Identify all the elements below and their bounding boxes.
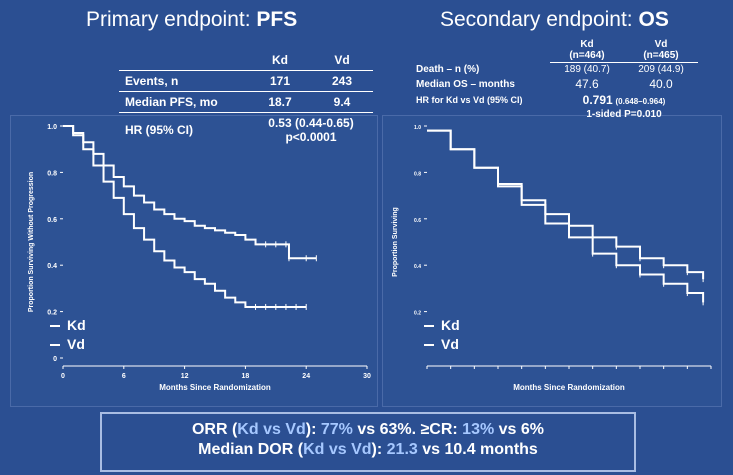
legend-item-vd: Vd bbox=[424, 336, 460, 352]
os-title: Secondary endpoint: OS bbox=[440, 8, 669, 31]
x-tick-label: 12 bbox=[181, 373, 189, 380]
os-chart: 0.2 0.4 0.6 0.8 1.0 Months Since Randomizatio… bbox=[392, 125, 712, 392]
y-axis-label: Proportion Surviving Without Progression bbox=[28, 172, 35, 312]
pfs-chart-panel: 0 0.2 0.4 0.6 0.8 1.0 0 6 12 18 24 30 Months Since R… bbox=[10, 115, 378, 407]
os-death-label: Death – n (%) bbox=[416, 63, 480, 75]
summary-box: ORR (Kd vs Vd): 77% vs 63%. ≥CR: 13% vs … bbox=[100, 412, 636, 472]
pfs-hr-value: 0.53 (0.44-0.65) bbox=[268, 116, 354, 130]
pfs-chart: 0 0.2 0.4 0.6 0.8 1.0 0 6 12 18 24 30 Months Since R… bbox=[28, 124, 371, 392]
legend-item-kd: Kd bbox=[50, 317, 86, 333]
pfs-cell: 18.7 bbox=[249, 91, 311, 113]
y-tick-label: 0.6 bbox=[414, 218, 421, 224]
x-tick-label: 18 bbox=[242, 373, 250, 380]
pfs-row-label: HR (95% CI) bbox=[125, 123, 194, 137]
legend-item-kd: Kd bbox=[424, 317, 460, 333]
series-line-vd bbox=[427, 129, 705, 303]
y-tick-label: 0.8 bbox=[414, 171, 421, 177]
os-hr-value: 0.791 bbox=[582, 93, 613, 107]
series-line-vd bbox=[63, 125, 307, 308]
y-tick-label: 0.2 bbox=[47, 310, 57, 317]
pfs-col-vd: Vd bbox=[311, 50, 373, 71]
y-tick-label: 0.8 bbox=[47, 170, 57, 177]
legend-item-vd: Vd bbox=[50, 336, 86, 352]
pfs-cell: 171 bbox=[249, 70, 311, 92]
y-tick-label: 1.0 bbox=[47, 124, 57, 131]
series-line-kd bbox=[63, 125, 317, 260]
os-hr-ci: (0.648–0.964) bbox=[615, 97, 666, 106]
os-col-kd-n: (n=464) bbox=[569, 50, 605, 61]
pfs-col-kd: Kd bbox=[249, 50, 311, 71]
os-col-vd: Vd bbox=[654, 39, 668, 50]
y-tick-label: 0.4 bbox=[47, 263, 57, 270]
dor-line: Median DOR (Kd vs Vd): 21.3 vs 10.4 mont… bbox=[198, 441, 538, 458]
x-axis-label: Months Since Randomization bbox=[513, 383, 625, 392]
pfs-cell: 9.4 bbox=[311, 91, 373, 113]
os-col-vd-n: (n=465) bbox=[643, 50, 679, 61]
pfs-title: Primary endpoint: PFS bbox=[86, 8, 298, 31]
y-tick-label: 0 bbox=[53, 356, 57, 363]
x-tick-label: 6 bbox=[122, 373, 126, 380]
y-tick-label: 1.0 bbox=[414, 125, 421, 131]
x-tick-label: 0 bbox=[61, 373, 65, 380]
y-tick-label: 0.2 bbox=[414, 311, 421, 317]
series-line-kd bbox=[427, 129, 705, 280]
pfs-row-label: Events, n bbox=[119, 70, 249, 92]
x-tick-label: 24 bbox=[302, 373, 310, 380]
os-cell: 47.6 bbox=[575, 77, 599, 91]
os-col-kd: Kd bbox=[580, 39, 594, 50]
pfs-cell: 243 bbox=[311, 70, 373, 92]
pfs-p-value: p<0.0001 bbox=[285, 130, 337, 144]
y-tick-label: 0.4 bbox=[414, 264, 421, 270]
os-legend: Kd Vd bbox=[424, 317, 460, 355]
os-median-label: Median OS – months bbox=[416, 78, 515, 90]
os-cell: 40.0 bbox=[649, 77, 673, 91]
y-axis-label: Proportion Surviving bbox=[392, 207, 399, 277]
orr-line: ORR (Kd vs Vd): 77% vs 63%. ≥CR: 13% vs … bbox=[191, 421, 545, 438]
os-cell: 189 (40.7) bbox=[564, 64, 610, 75]
x-axis-label: Months Since Randomization bbox=[159, 383, 271, 392]
y-tick-label: 0.6 bbox=[47, 217, 57, 224]
pfs-row-label: Median PFS, mo bbox=[119, 91, 249, 113]
os-stats-table: Kd (n=464) Vd (n=465) Death – n (%) 189 (4… bbox=[412, 38, 698, 121]
os-cell: 209 (44.9) bbox=[638, 64, 684, 75]
pfs-legend: Kd Vd bbox=[50, 317, 86, 355]
x-tick-label: 30 bbox=[363, 373, 371, 380]
os-chart-panel: 0.2 0.4 0.6 0.8 1.0 Months Since Randomizatio… bbox=[382, 115, 722, 407]
os-p-value: 1-sided P=0.010 bbox=[586, 109, 662, 120]
pfs-stats-table: Kd Vd Events, n 171 243 Median PFS, mo 1… bbox=[119, 50, 373, 147]
os-hr-label: HR for Kd vs Vd (95% CI) bbox=[416, 95, 523, 105]
